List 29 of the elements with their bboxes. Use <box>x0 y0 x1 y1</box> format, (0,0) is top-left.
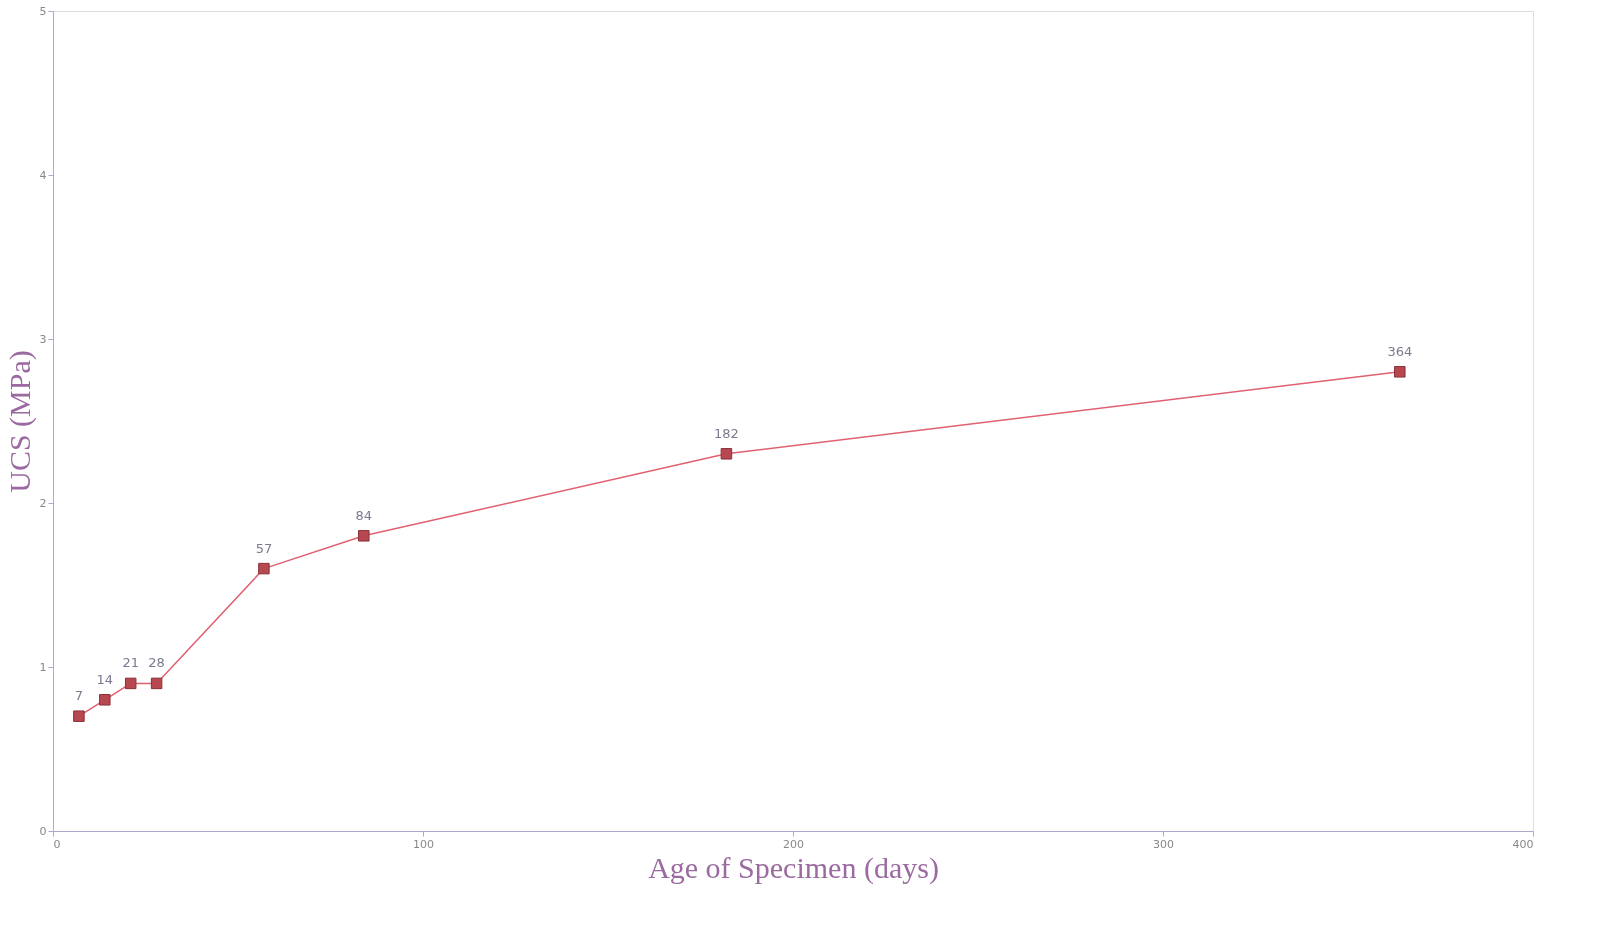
point <box>720 448 733 460</box>
annotation: 21 <box>122 655 139 671</box>
x-tick-label: 100 <box>413 837 434 851</box>
annotation: 364 <box>1387 343 1413 359</box>
annotation: 57 <box>255 540 273 556</box>
x-axis-title: Age of Specimen (days) <box>648 850 939 885</box>
y-axis-title: UCS (MPa) <box>2 350 37 493</box>
y-tick-label: 4 <box>39 168 47 182</box>
point <box>124 677 137 690</box>
point <box>73 710 85 722</box>
y-tick-label: 0 <box>39 824 47 838</box>
x-tick-label: 300 <box>1153 837 1174 851</box>
annotation: 84 <box>355 507 373 523</box>
annotation: 14 <box>96 671 114 687</box>
y-tick-label: 3 <box>39 332 47 346</box>
annotation: 28 <box>148 655 165 671</box>
point <box>1394 366 1406 378</box>
y-tick-label: 1 <box>39 660 47 674</box>
x-tick-label: 400 <box>1512 837 1534 851</box>
x-tick-label: 0 <box>53 837 61 851</box>
point <box>358 530 370 542</box>
y-tick-label: 5 <box>39 4 47 18</box>
y-tick-label: 2 <box>39 496 47 510</box>
annotation: 182 <box>713 425 739 441</box>
x-tick-label: 200 <box>783 837 804 851</box>
point <box>99 694 111 706</box>
annotation: 7 <box>74 688 84 704</box>
point <box>258 562 270 575</box>
point <box>150 677 163 690</box>
